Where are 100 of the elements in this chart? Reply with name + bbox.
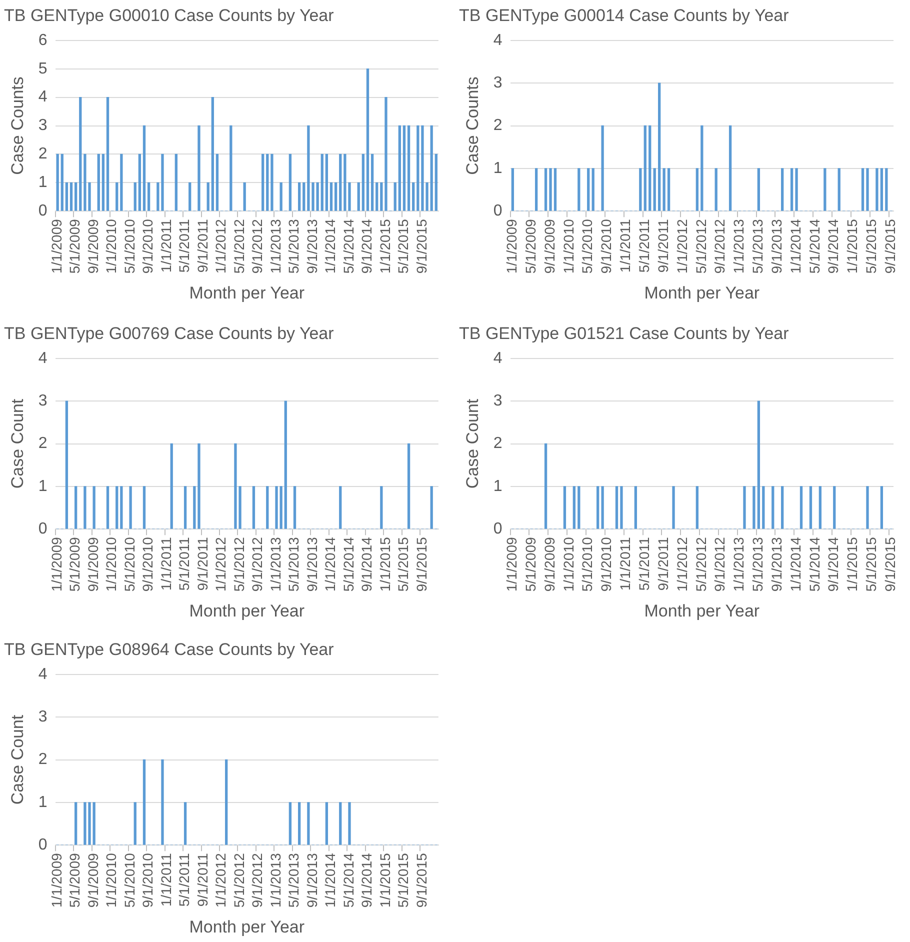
y-tick-label: 4 bbox=[493, 32, 502, 49]
x-axis-title: Month per Year bbox=[189, 917, 305, 936]
bar bbox=[790, 168, 794, 211]
y-axis-title: Case Counts bbox=[8, 76, 27, 175]
bar bbox=[225, 759, 228, 845]
x-tick-label: 5/1/2012 bbox=[230, 536, 247, 592]
bar bbox=[198, 443, 200, 529]
x-tick-label: 1/1/2012 bbox=[674, 536, 690, 592]
bar bbox=[302, 182, 306, 211]
x-tick-label: 9/1/2012 bbox=[249, 218, 266, 274]
y-tick-label: 4 bbox=[38, 666, 48, 683]
bar bbox=[876, 168, 878, 211]
y-tick-label: 1 bbox=[493, 160, 502, 177]
bar bbox=[572, 486, 576, 529]
x-tick-label: 1/1/2014 bbox=[322, 218, 338, 274]
bar bbox=[762, 486, 765, 529]
x-tick-label: 9/1/2015 bbox=[882, 536, 898, 592]
bar bbox=[120, 486, 123, 529]
chart-title: TB GENType G00769 Case Counts by Year bbox=[4, 324, 334, 343]
bar bbox=[809, 486, 812, 529]
x-tick-label: 9/1/2014 bbox=[358, 218, 375, 274]
x-tick-label: 5/1/2012 bbox=[692, 536, 709, 592]
x-tick-label: 9/1/2014 bbox=[358, 536, 375, 592]
x-tick-label: 5/1/2014 bbox=[340, 536, 356, 592]
bar bbox=[339, 154, 342, 211]
x-tick-label: 5/1/2013 bbox=[286, 536, 302, 592]
x-tick-label: 1/1/2012 bbox=[212, 852, 229, 908]
bar bbox=[639, 168, 642, 211]
x-tick-label: 1/1/2010 bbox=[560, 218, 576, 274]
bar bbox=[434, 154, 438, 211]
bar bbox=[752, 486, 756, 529]
bar bbox=[880, 168, 884, 211]
x-tick-label: 1/1/2009 bbox=[48, 218, 64, 274]
bar bbox=[142, 125, 146, 211]
bar bbox=[658, 82, 661, 211]
bar bbox=[534, 168, 538, 211]
bar bbox=[138, 154, 142, 211]
x-tick-label: 1/1/2012 bbox=[212, 218, 229, 274]
bar bbox=[696, 486, 699, 529]
x-tick-label: 5/1/2010 bbox=[579, 536, 596, 592]
bar bbox=[380, 486, 383, 529]
chart-title: TB GENType G00014 Case Counts by Year bbox=[459, 6, 790, 25]
x-tick-label: 9/1/2011 bbox=[654, 218, 671, 273]
bar bbox=[97, 154, 100, 211]
bar bbox=[129, 486, 132, 529]
x-tick-label: 5/1/2010 bbox=[121, 852, 138, 908]
bar bbox=[880, 486, 884, 529]
bar bbox=[307, 802, 310, 845]
bar bbox=[102, 154, 105, 211]
y-tick-label: 0 bbox=[38, 202, 48, 220]
x-tick-label: 9/1/2012 bbox=[249, 852, 266, 908]
x-tick-label: 1/1/2009 bbox=[504, 536, 520, 592]
x-tick-label: 5/1/2014 bbox=[806, 536, 822, 592]
bar bbox=[266, 154, 269, 211]
x-tick-label: 9/1/2011 bbox=[194, 852, 210, 907]
bar bbox=[757, 400, 760, 529]
x-tick-label: 1/1/2015 bbox=[844, 218, 860, 274]
x-tick-label: 9/1/2013 bbox=[304, 218, 320, 274]
bar bbox=[243, 182, 246, 211]
bar bbox=[430, 125, 433, 211]
bar bbox=[885, 168, 888, 211]
y-tick-label: 2 bbox=[38, 751, 48, 768]
bar bbox=[325, 802, 328, 845]
bar bbox=[596, 486, 600, 529]
chart-title: TB GENType G01521 Case Counts by Year bbox=[459, 324, 790, 343]
y-tick-label: 0 bbox=[493, 202, 502, 220]
x-tick-label: 5/1/2011 bbox=[636, 536, 652, 591]
bar bbox=[74, 802, 78, 845]
bar bbox=[861, 168, 864, 211]
bar bbox=[667, 168, 670, 211]
x-tick-label: 1/1/2012 bbox=[674, 218, 690, 274]
x-tick-label: 1/1/2013 bbox=[267, 218, 284, 274]
x-tick-label: 5/1/2011 bbox=[176, 852, 192, 907]
x-tick-label: 9/1/2009 bbox=[541, 218, 558, 274]
x-tick-label: 9/1/2015 bbox=[413, 218, 430, 274]
y-axis-title: Case Counts bbox=[462, 76, 482, 175]
x-tick-label: 9/1/2015 bbox=[413, 536, 430, 592]
x-tick-label: 5/1/2013 bbox=[286, 852, 302, 908]
x-tick-label: 1/1/2010 bbox=[103, 852, 120, 908]
y-tick-label: 2 bbox=[493, 117, 502, 134]
bar bbox=[184, 802, 187, 845]
bar bbox=[866, 486, 869, 529]
y-tick-label: 1 bbox=[38, 794, 48, 811]
bar bbox=[65, 400, 68, 529]
bar bbox=[370, 154, 374, 211]
x-tick-label: 5/1/2015 bbox=[395, 852, 412, 908]
y-tick-label: 0 bbox=[38, 836, 48, 854]
bar bbox=[362, 154, 365, 211]
bar bbox=[549, 168, 552, 211]
x-tick-label: 9/1/2011 bbox=[194, 536, 210, 591]
bar bbox=[288, 154, 292, 211]
x-tick-label: 5/1/2015 bbox=[863, 536, 880, 592]
bar bbox=[339, 802, 342, 845]
bar bbox=[781, 486, 784, 529]
bar bbox=[824, 168, 826, 211]
x-tick-label: 9/1/2013 bbox=[304, 852, 320, 908]
bar bbox=[601, 486, 604, 529]
x-tick-label: 1/1/2011 bbox=[617, 536, 634, 591]
x-tick-label: 9/1/2010 bbox=[140, 536, 156, 592]
bar bbox=[728, 125, 732, 211]
